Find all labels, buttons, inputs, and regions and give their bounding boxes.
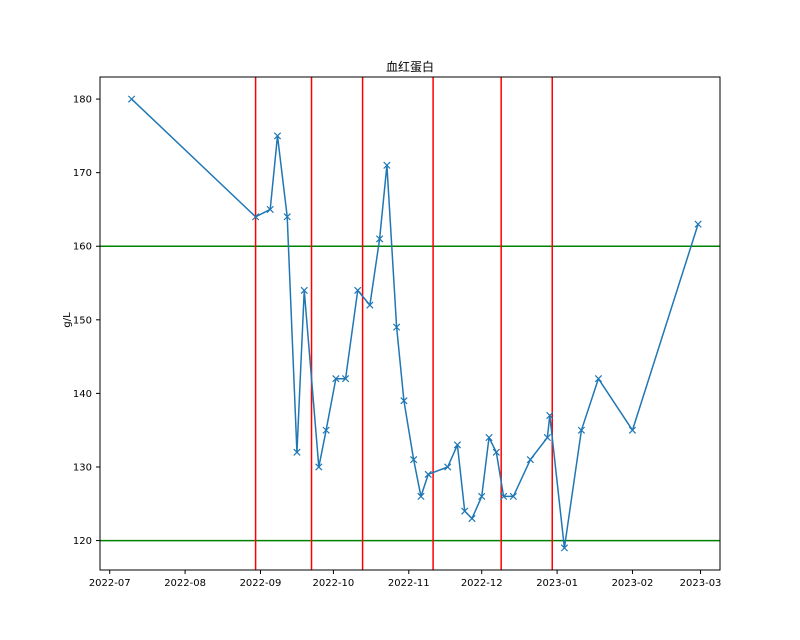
data-point [410,456,418,464]
data-point [543,433,551,442]
marker-stroke [468,514,476,523]
data-point [375,235,384,243]
y-tick-label: 120 [73,536,92,547]
marker-stroke [366,301,374,309]
plot-frame [99,76,721,571]
marker-stroke [283,213,291,221]
marker-stroke [251,213,260,221]
data-point [509,492,517,501]
y-tick-label: 140 [73,389,92,400]
x-tick-label: 2022-11 [388,578,430,589]
marker-stroke [694,220,702,228]
marker-stroke [315,463,323,471]
y-axis: 120 130 140 150 160 170 180 [73,95,100,547]
data-point [283,213,291,221]
data-point [546,411,554,420]
data-point [127,95,136,103]
marker-stroke [594,375,603,383]
chart-title: 血红蛋白 [386,59,434,74]
data-point [628,426,637,434]
marker-stroke [332,375,340,383]
marker-stroke [354,286,362,295]
marker-stroke [499,492,508,501]
data-point [468,514,476,523]
series-layer [127,95,702,552]
marker-stroke [461,507,469,515]
data-point [332,375,340,383]
x-tick-label: 2023-02 [612,578,654,589]
data-point [461,507,469,515]
marker-stroke [322,426,330,434]
marker-stroke [410,456,418,464]
data-point [417,492,425,501]
x-tick-label: 2023-03 [680,578,722,589]
marker-stroke [444,463,452,471]
marker-stroke [375,235,384,243]
data-point [354,286,362,295]
marker-stroke [478,492,486,501]
marker-stroke [560,544,569,552]
y-tick-label: 160 [73,242,92,253]
y-tick-label: 170 [73,168,92,179]
reference-lines [100,77,720,570]
y-tick-label: 180 [73,95,92,106]
x-tick-label: 2022-12 [461,578,503,589]
data-point [478,492,486,501]
y-tick-label: 130 [73,462,92,473]
marker-stroke [300,286,308,295]
data-point [383,161,391,169]
marker-stroke [127,95,136,103]
data-point [251,213,260,221]
data-point [453,441,462,449]
data-point [444,463,452,471]
marker-stroke [424,470,432,478]
x-tick-label: 2022-07 [89,578,131,589]
marker-stroke [543,433,551,442]
data-point [424,470,432,478]
marker-stroke [546,411,554,420]
marker-stroke [526,456,534,464]
data-point [393,323,401,331]
marker-stroke [628,426,637,434]
data-point [341,375,350,383]
marker-stroke [341,375,350,383]
x-axis: 2022-07 2022-08 2022-09 2022-10 2022-11 2022-… [89,570,722,589]
data-point [273,132,282,140]
x-tick-label: 2023-01 [536,578,578,589]
y-axis-label: g/L [62,312,73,328]
marker-stroke [417,492,425,501]
data-point [594,375,603,383]
data-point [400,397,408,405]
data-point [315,463,323,471]
marker-stroke [509,492,517,501]
y-tick-label: 150 [73,315,92,326]
marker-stroke [492,448,500,456]
marker-stroke [273,132,282,140]
marker-stroke [293,448,301,456]
x-tick-label: 2022-08 [164,578,206,589]
data-point [293,448,301,456]
data-point [366,301,374,309]
data-point [577,426,586,434]
data-point [499,492,508,501]
marker-stroke [383,161,391,169]
data-point [694,220,702,228]
marker-stroke [485,433,493,442]
data-point [266,205,274,214]
marker-stroke [266,205,274,214]
data-point [526,456,534,464]
marker-stroke [453,441,462,449]
x-tick-label: 2022-09 [240,578,282,589]
data-point [322,426,330,434]
x-tick-label: 2022-10 [313,578,355,589]
marker-stroke [400,397,408,405]
marker-stroke [393,323,401,331]
data-point [485,433,493,442]
data-point [560,544,569,552]
marker-stroke [577,426,586,434]
data-point [492,448,500,456]
data-point [300,286,308,295]
